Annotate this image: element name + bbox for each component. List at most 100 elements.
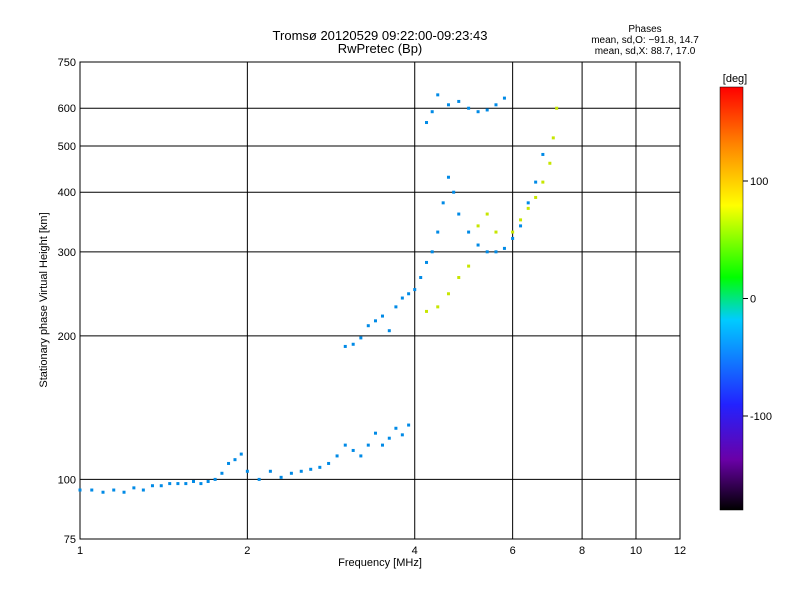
data-point-o [327,461,331,465]
data-point-o [476,243,480,247]
y-tick-label: 400 [58,187,76,199]
data-point-x [526,206,530,210]
y-axis-ticks: 75 100 200 300 400 500 600 750 [58,57,76,546]
data-point-o [279,475,283,479]
data-point-x [548,161,552,165]
data-point-o [436,93,440,97]
data-point-x [457,276,461,280]
data-point-o [387,436,391,440]
data-point-o [366,443,370,447]
data-point-o [150,484,154,488]
data-point-o [394,426,398,430]
data-point-o [467,230,471,234]
data-point-x [436,305,440,309]
data-point-o [101,490,105,494]
y-tick-label: 600 [58,103,76,115]
data-point-o [441,201,445,205]
x-tick-label: 8 [579,545,585,557]
y-tick-label: 750 [58,57,76,69]
data-point-o [257,477,261,481]
data-point-o [430,110,434,114]
data-point-o [380,314,384,318]
data-point-o [407,423,411,427]
y-tick-label: 75 [64,534,76,546]
x-tick-label: 1 [77,545,83,557]
data-point-o [141,488,145,492]
data-point-o [122,490,126,494]
data-point-o [213,477,217,481]
data-point-o [419,276,423,280]
data-point-o [400,296,404,300]
data-point-o [206,479,210,483]
chart-subtitle: RwPretec (Bp) [338,41,423,56]
data-point-x [425,309,429,313]
data-point-o [233,458,237,462]
data-point-o [526,201,530,205]
colorbar-ticks: 100 0 -100 [743,176,772,423]
data-point-o [436,230,440,234]
data-point-o [502,96,506,100]
data-point-o [373,319,377,323]
data-point-o [268,469,272,473]
data-point-x [511,230,515,234]
data-point-o [239,452,243,456]
colorbar-tick-label: 100 [750,176,768,188]
data-point-o [494,103,498,107]
data-point-o [227,461,231,465]
data-point-o [387,329,391,333]
chart-title: Tromsø 20120529 09:22:00-09:23:43 [273,28,488,43]
data-point-o [457,212,461,216]
data-point-o [351,448,355,452]
colorbar-label: [deg] [723,73,747,85]
y-tick-label: 500 [58,141,76,153]
y-axis-label: Stationary phase Virtual Height [km] [38,212,50,387]
data-point-x [551,136,555,140]
data-point-o [245,469,249,473]
data-point-x [534,195,538,199]
data-point-o [112,488,116,492]
data-point-o [159,484,163,488]
data-point-o [343,344,347,348]
data-point-o [176,482,180,486]
data-point-o [191,479,195,483]
data-points [78,93,559,494]
data-point-x [446,292,450,296]
data-point-o [366,324,370,328]
x-tick-label: 2 [244,545,250,557]
y-tick-label: 200 [58,331,76,343]
data-point-o [446,103,450,107]
data-point-o [199,482,203,486]
plot-frame [79,61,681,540]
data-point-o [430,250,434,254]
data-point-o [373,431,377,435]
data-point-o [299,469,303,473]
data-point-o [457,99,461,103]
data-point-o [400,433,404,437]
data-point-o [485,250,489,254]
data-point-x [541,180,545,184]
data-point-o [168,482,172,486]
data-point-o [184,482,188,486]
data-point-o [541,152,545,156]
colorbar-tick-label: -100 [750,411,772,423]
data-point-x [555,106,559,110]
colorbar-tick-label: 0 [750,294,756,306]
data-point-o [452,190,456,194]
data-point-x [485,212,489,216]
data-point-x [476,224,480,228]
data-point-o [335,454,339,458]
data-point-o [511,236,515,240]
data-point-o [289,471,293,475]
data-point-o [309,467,313,471]
data-point-o [534,180,538,184]
data-point-o [407,292,411,296]
data-point-x [467,264,471,268]
data-point-o [78,488,82,492]
data-point-o [132,486,136,490]
x-axis-ticks: 1 2 4 6 8 10 12 [77,545,686,557]
data-point-o [359,454,363,458]
data-point-o [502,246,506,250]
x-tick-label: 10 [630,545,642,557]
data-point-o [494,250,498,254]
